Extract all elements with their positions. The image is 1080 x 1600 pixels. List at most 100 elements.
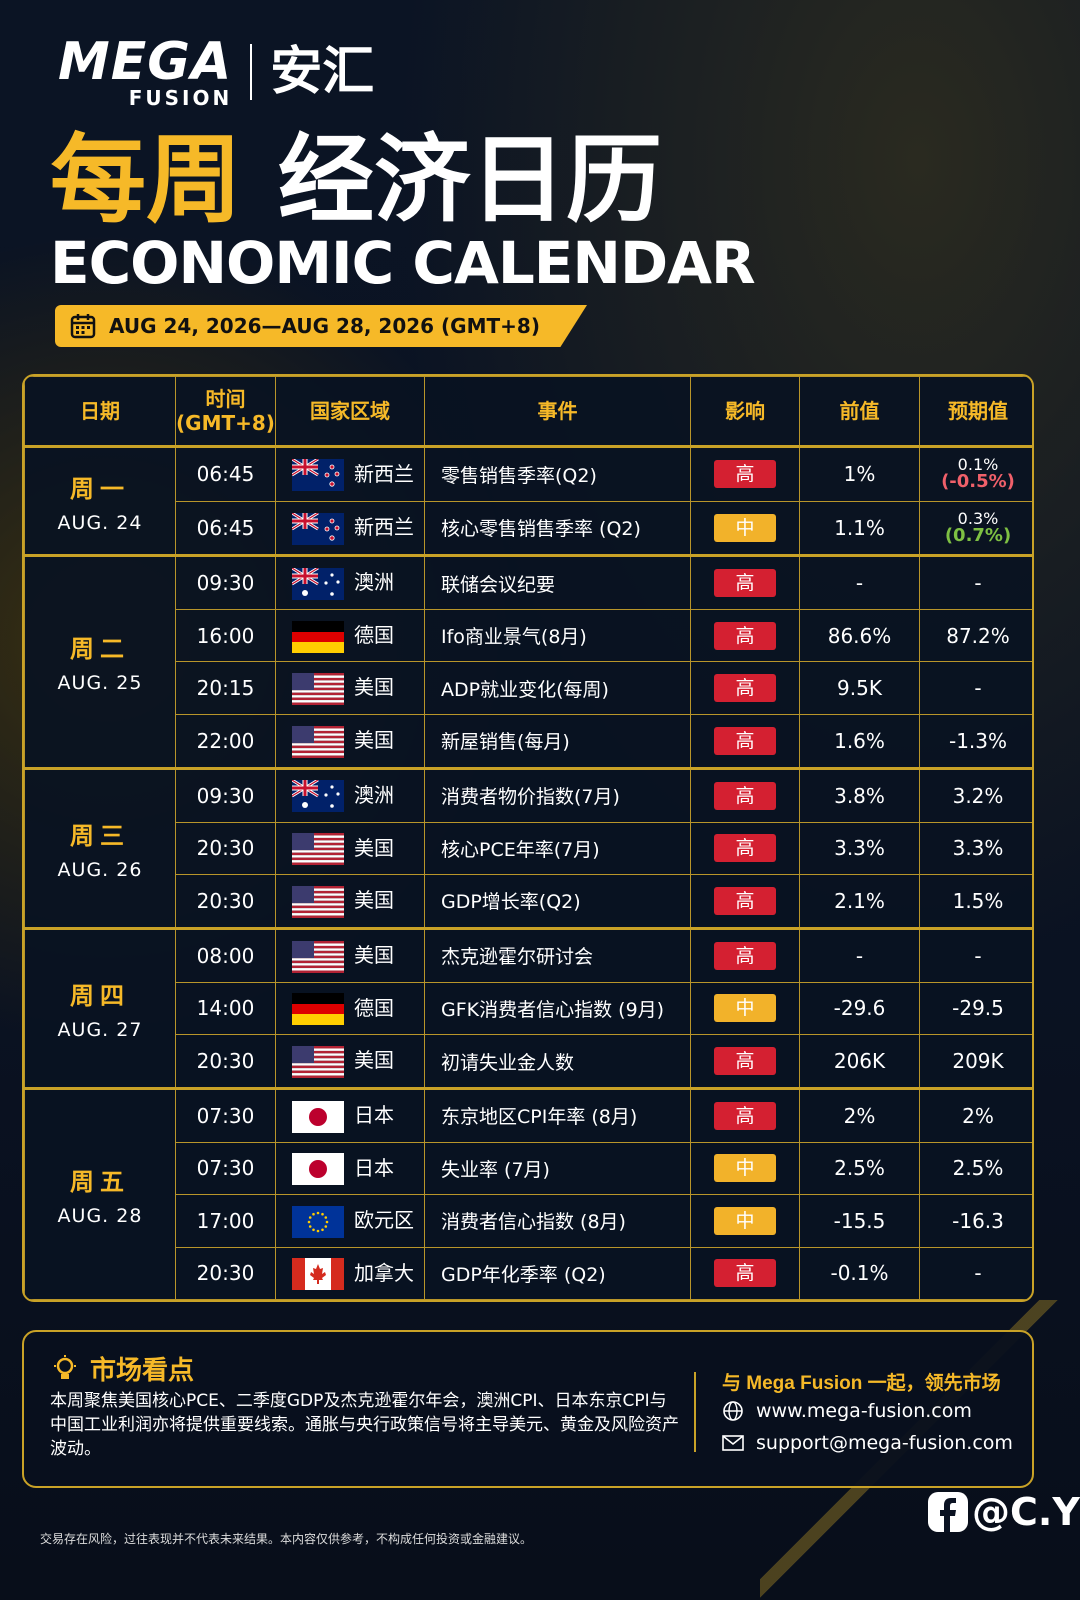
impact-cell: 中: [690, 1194, 800, 1248]
impact-cell: 高: [690, 1034, 800, 1089]
previous: 1%: [799, 445, 920, 502]
forecast-cell: -16.3: [919, 1194, 1032, 1248]
impact-cell: 中: [690, 500, 800, 557]
previous: 1.1%: [799, 500, 920, 557]
website[interactable]: www.mega-fusion.com: [756, 1400, 972, 1422]
time: 06:45: [175, 445, 276, 502]
forecast: 0.1%: [957, 455, 999, 475]
country-cell: 德国: [275, 609, 425, 663]
event: 联储会议纪要: [424, 554, 691, 611]
forecast-note: (-0.5%): [941, 471, 1015, 493]
forecast: 0.3%: [957, 508, 999, 528]
impact-badge: 高: [714, 621, 776, 650]
email-row: support@mega-fusion.com: [722, 1432, 1013, 1454]
forecast-cell: -: [919, 926, 1032, 983]
event-row: 周四 AUG. 27 08:00 美国 杰克逊霍尔研讨会高 - -: [24, 926, 1032, 1089]
day-cell: 周一 AUG. 24: [24, 444, 176, 557]
forecast-cell: 2.5%: [919, 1141, 1032, 1196]
previous: 2.5%: [799, 1141, 920, 1196]
email[interactable]: support@mega-fusion.com: [756, 1432, 1013, 1454]
impact-cell: 高: [690, 1086, 800, 1143]
country: 美国: [354, 1048, 394, 1073]
impact-badge: 高: [714, 1259, 776, 1288]
country: 新西兰: [354, 515, 414, 540]
column-header: 日期: [24, 376, 176, 447]
flag: [291, 457, 344, 492]
event-row: 20:30 美国 初请失业金人数高 206K 209K: [25, 1034, 1032, 1089]
forecast: -: [974, 676, 982, 701]
country: 日本: [354, 1103, 394, 1128]
impact-badge: 中: [714, 994, 776, 1023]
forecast: 2%: [962, 1103, 994, 1128]
impact-cell: 高: [690, 661, 800, 715]
impact-cell: 高: [690, 873, 800, 929]
forecast-cell: 87.2%: [919, 609, 1032, 663]
date-pill: AUG 24, 2026—AUG 28, 2026 (GMT+8): [55, 305, 587, 347]
event: GDP增长率(Q2): [424, 873, 691, 929]
previous: -0.1%: [799, 1246, 920, 1300]
country-cell: 美国: [275, 821, 425, 875]
flag: [292, 940, 344, 973]
day-cell: 周四 AUG. 27: [24, 926, 176, 1089]
title-cn: 每周 经济日历: [50, 128, 662, 234]
social: @C.Y: [928, 1490, 1080, 1534]
country: 欧元区: [354, 1208, 414, 1233]
country-cell: 德国: [275, 981, 425, 1036]
previous: 2.1%: [799, 873, 920, 929]
bulb-icon: [54, 1354, 76, 1379]
previous: -29.6: [799, 981, 920, 1036]
header-row: 日期 时间 (GMT+8) 国家区域 事件 影响 前值 预期值: [24, 376, 1032, 447]
event: 核心PCE年率(7月): [424, 821, 691, 875]
country-cell: 澳洲: [275, 554, 425, 611]
country: 澳洲: [354, 782, 394, 807]
logo-mark: MEGA FUSION: [58, 36, 232, 108]
country: 美国: [354, 943, 394, 968]
event-row: 周五 AUG. 28 07:30 日本 东京地区CPI年率 (8月) 高 2% 2%: [24, 1086, 1032, 1300]
impact-badge: 中: [714, 513, 776, 542]
logo-fusion: FUSION: [128, 86, 233, 110]
event-row: 17:00 欧元区 消费者信心指数 (8月) 中 -15.5 -16.3: [25, 1194, 1032, 1248]
event-row: 07:30 日本 失业率 (7月) 中 2.5% 2.5%: [25, 1141, 1032, 1196]
impact-badge: 高: [714, 941, 776, 970]
day-date: AUG. 25: [57, 672, 143, 695]
country: 美国: [354, 835, 394, 860]
flag: [291, 779, 344, 813]
impact-cell: 高: [690, 821, 800, 875]
forecast: -16.3: [952, 1208, 1004, 1233]
social-handle[interactable]: @C.Y: [972, 1490, 1080, 1534]
logo-mega: MEGA: [58, 32, 233, 92]
time: 17:00: [175, 1194, 276, 1248]
event-row: 14:00 德国 GFK消费者信心指数 (9月) 中 -29.6 -29.5: [25, 981, 1032, 1036]
previous: 206K: [799, 1034, 920, 1089]
time: 20:30: [175, 873, 276, 929]
event: 核心零售销售季率 (Q2): [424, 500, 691, 557]
country-cell: 日本: [275, 1086, 425, 1143]
impact-cell: 中: [690, 1141, 800, 1196]
flag: [292, 1153, 344, 1186]
impact-badge: 高: [714, 1047, 776, 1075]
impact-badge: 高: [714, 569, 776, 598]
impact-cell: 高: [690, 766, 800, 823]
event-row: 06:45 新西兰 核心零售销售季率 (Q2) 中 1.1% 0.3% (0.7%): [25, 500, 1032, 557]
country-cell: 美国: [275, 1034, 425, 1089]
previous: 3.3%: [799, 821, 920, 875]
day-date: AUG. 28: [57, 1204, 143, 1227]
logo-cn: 安汇: [270, 43, 375, 101]
flag: [292, 833, 344, 866]
disclaimer: 交易存在风险，过往表现并不代表未来结果。本内容仅供参考，不构成任何投资或金融建议…: [40, 1532, 533, 1546]
column-header: 国家区域: [275, 376, 425, 447]
time: 20:30: [175, 821, 276, 875]
country-cell: 美国: [275, 926, 425, 983]
time: 07:30: [175, 1141, 276, 1196]
tagline: 与 Mega Fusion 一起，领先市场: [722, 1373, 1001, 1394]
country-cell: 新西兰: [275, 500, 425, 557]
impact-cell: 高: [690, 926, 800, 983]
globe-icon: [723, 1401, 743, 1421]
logo-separator: [250, 44, 253, 100]
time: 09:30: [175, 554, 276, 611]
day-date: AUG. 26: [57, 858, 143, 881]
title-en: ECONOMIC CALENDAR: [50, 229, 756, 297]
day-name: 周一: [70, 474, 130, 503]
calendar-table: 日期 时间 (GMT+8) 国家区域 事件 影响 前值 预期值 周一 AUG. 24 06:45…: [22, 374, 1034, 1302]
flag: [292, 620, 344, 653]
